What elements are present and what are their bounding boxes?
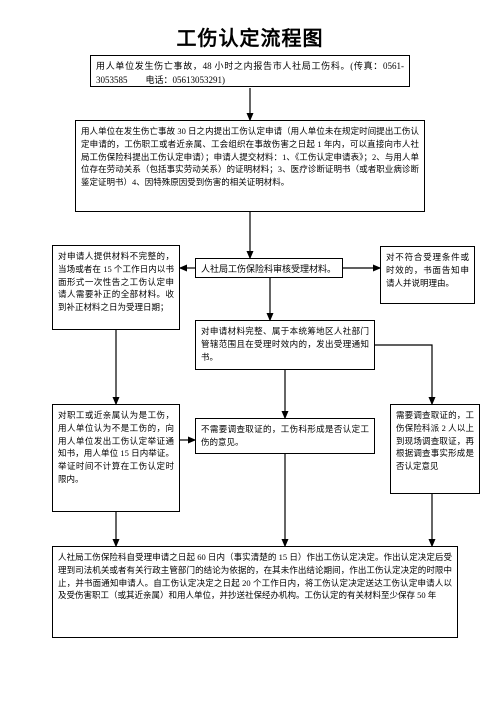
page: 工伤认定流程图 用人单位发生伤亡事故，48 小时之内报告市人社局工伤科。(传真：…	[0, 0, 500, 708]
box-investigate: 需要调查取证的，工伤保险科派 2 人以上到现场调查取证，再根据调查事实形成是否认…	[390, 404, 480, 494]
page-title: 工伤认定流程图	[0, 22, 500, 51]
box-reject: 对不符合受理条件或时效的，书面告知申请人并说明理由。	[380, 246, 475, 304]
box-accept: 对申请材料完整、属于本统筹地区人社部门管辖范围且在受理时效内的，发出受理通知书。	[195, 320, 375, 370]
box-incomplete: 对申请人提供材料不完整的，当场或者在 15 个工作日内以书面形式一次性告之工伤认…	[52, 245, 180, 330]
box-employer-opinion: 对职工或近亲属认为是工伤，用人单位认为不是工伤的，向用人单位发出工伤认定举证通知…	[52, 404, 180, 512]
box-apply: 用人单位在发生伤亡事故 30 日之内提出工伤认定申请（用人单位未在规定时间提出工…	[75, 120, 425, 212]
box-review: 人社局工伤保险科审核受理材料。	[195, 258, 343, 278]
box-decision: 人社局工伤保险科自受理申请之日起 60 日内（事实清楚的 15 日）作出工伤认定…	[52, 546, 458, 638]
box-report: 用人单位发生伤亡事故，48 小时之内报告市人社局工伤科。(传真：0561-305…	[90, 55, 410, 87]
box-no-investigate: 不需要调查取证的，工伤科形成是否认定工伤的意见。	[195, 418, 375, 454]
